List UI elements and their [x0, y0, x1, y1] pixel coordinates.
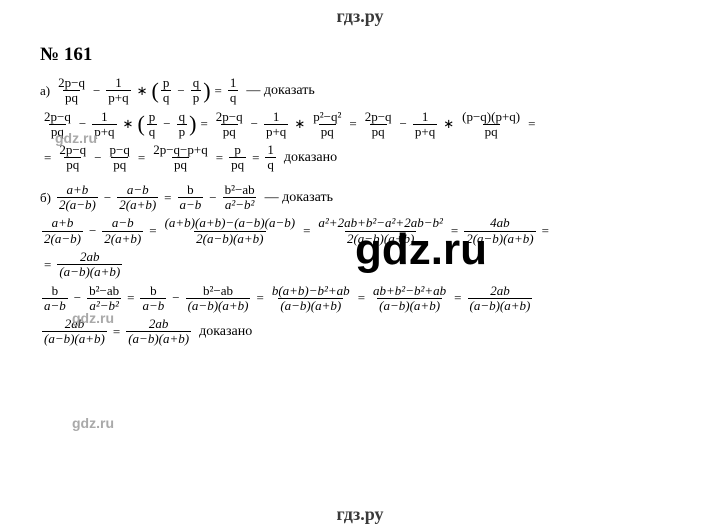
- proved-label: доказано: [284, 150, 337, 166]
- prove-label: — доказать: [246, 83, 314, 99]
- part-a-statement: a) 2p−qpq − 1p+q ∗ ( pq − qp ) = 1q — до…: [40, 76, 680, 106]
- solution-page: № 161 a) 2p−qpq − 1p+q ∗ ( pq − qp ) = 1…: [0, 0, 720, 359]
- logo-bottom: гдз.ру: [0, 504, 720, 525]
- part-b-lhs2: = 2ab(a−b)(a+b): [40, 250, 680, 280]
- part-a-step1: 2p−qpq − 1p+q ∗ ( pq − qp ) = 2p−qpq − 1…: [40, 110, 680, 140]
- problem-number: № 161: [40, 44, 680, 66]
- part-b-lhs1: a+b2(a−b) − a−b2(a+b) = (a+b)(a+b)−(a−b)…: [40, 216, 680, 246]
- part-a-label: a): [40, 83, 50, 99]
- part-b-conclusion: 2ab(a−b)(a+b) = 2ab(a−b)(a+b) доказано: [40, 317, 680, 347]
- proved-label-b: доказано: [199, 324, 252, 340]
- part-a-step2: = 2p−qpq − p−qpq = 2p−q−p+qpq = ppq = 1q…: [40, 143, 680, 173]
- part-b-statement: б) a+b2(a−b) − a−b2(a+b) = ba−b − b²−aba…: [40, 183, 680, 213]
- part-b-rhs: ba−b − b²−aba²−b² = ba−b − b²−ab(a−b)(a+…: [40, 284, 680, 314]
- watermark-small: gdz.ru: [72, 415, 114, 431]
- part-b-label: б): [40, 190, 51, 206]
- prove-label-b: — доказать: [265, 190, 333, 206]
